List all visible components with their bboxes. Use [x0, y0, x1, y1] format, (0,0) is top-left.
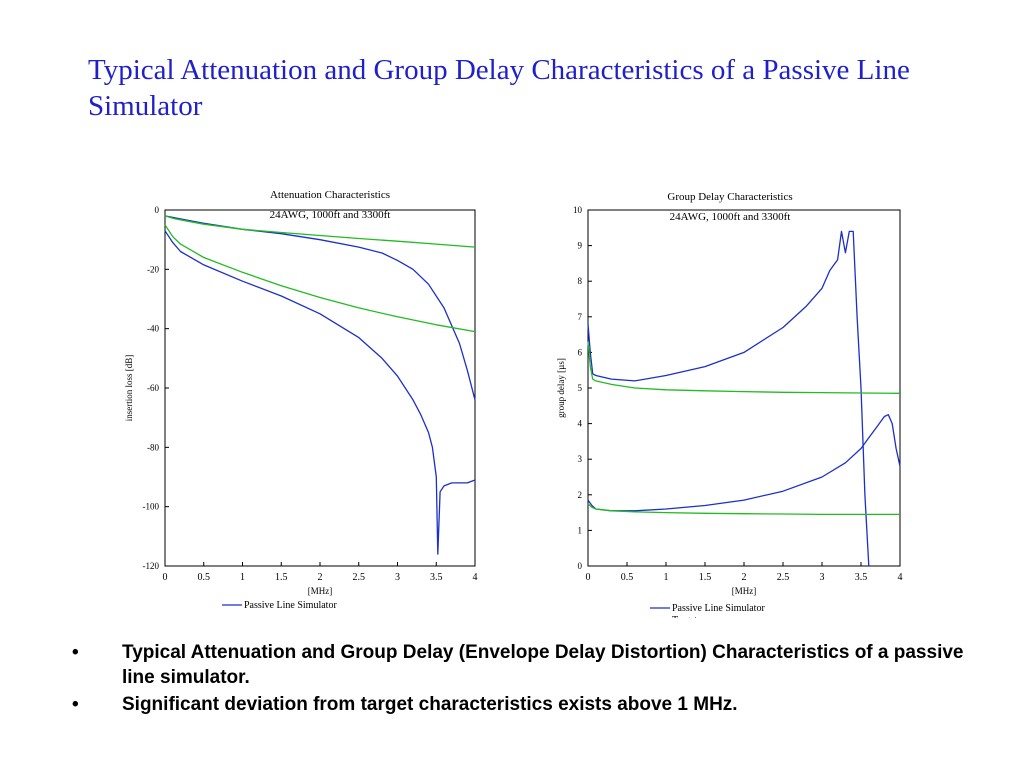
legend-label: Passive Line Simulator — [672, 603, 765, 614]
x-tick-label: 0.5 — [198, 572, 211, 583]
y-tick-label: 5 — [578, 383, 583, 393]
attenuation-chart: 0 0.5 1 1.5 2 2.5 3 3.5 4 0 -20 -40 -60 -80 -100 -120 At… — [124, 189, 478, 623]
y-tick-label: 3 — [578, 454, 583, 464]
x-tick-label: 0 — [163, 572, 168, 583]
y-tick-label: 9 — [578, 241, 583, 251]
x-tick-label: 2 — [318, 572, 323, 583]
x-tick-label: 3 — [395, 572, 400, 583]
simulator-series-line — [587, 230, 870, 567]
simulator-series-line — [587, 414, 901, 512]
y-tick-label: -20 — [147, 264, 159, 274]
x-axis-label: [MHz] — [732, 586, 757, 596]
y-tick-label: 2 — [578, 490, 583, 500]
chart-subtitle: 24AWG, 1000ft and 3300ft — [670, 211, 791, 223]
bullet-item: • Significant deviation from target char… — [72, 692, 992, 717]
y-tick-label: 0 — [578, 561, 583, 571]
bullet-item: • Typical Attenuation and Group Delay (E… — [72, 640, 992, 690]
y-tick-label: -40 — [147, 324, 159, 334]
x-tick-label: 0.5 — [621, 572, 634, 583]
y-tick-label: -100 — [143, 502, 160, 512]
y-tick-label: 6 — [578, 347, 583, 357]
x-tick-label: 0 — [586, 572, 591, 583]
x-tick-label: 2.5 — [777, 572, 790, 583]
target-series-line — [164, 224, 476, 333]
x-tick-label: 2.5 — [353, 572, 366, 583]
bullet-list: • Typical Attenuation and Group Delay (E… — [72, 640, 992, 719]
plot-frame — [164, 209, 476, 567]
x-tick-label: 4 — [898, 572, 903, 583]
legend-label: Passive Line Simulator — [244, 600, 337, 611]
group-delay-chart-panel: 0 0.5 1 1.5 2 2.5 3 3.5 4 0 1 2 3 4 5 6 7 8 9 10 Group Delay… — [548, 178, 988, 626]
y-tick-label: 1 — [578, 525, 583, 535]
x-tick-label: 1 — [240, 572, 245, 583]
x-tick-label: 1 — [664, 572, 669, 583]
target-series-line — [587, 503, 900, 516]
y-tick-label: -60 — [147, 383, 159, 393]
y-tick-label: 0 — [155, 205, 160, 215]
chart-title: Attenuation Characteristics — [270, 189, 390, 201]
bullet-dot: • — [72, 694, 79, 715]
chart-title: Group Delay Characteristics — [667, 191, 792, 203]
y-tick-label: 4 — [578, 419, 583, 429]
bullet-text: Significant deviation from target charac… — [122, 694, 738, 715]
simulator-series-line — [164, 230, 476, 555]
y-tick-label: 8 — [578, 276, 583, 286]
bullet-dot: • — [72, 642, 79, 663]
simulator-series-line — [164, 215, 476, 401]
x-tick-label: 1.5 — [275, 572, 288, 583]
y-axis-label: group delay [µs] — [556, 358, 566, 418]
target-series-line — [587, 341, 901, 394]
y-tick-label: -120 — [143, 561, 160, 571]
y-tick-label: 7 — [578, 312, 583, 322]
x-tick-label: 2 — [742, 572, 747, 583]
target-series-line — [164, 215, 476, 248]
x-tick-label: 1.5 — [699, 572, 712, 583]
chart-subtitle: 24AWG, 1000ft and 3300ft — [270, 209, 391, 221]
attenuation-chart-panel: 0 0.5 1 1.5 2 2.5 3 3.5 4 0 -20 -40 -60 -80 -100 -120 At… — [44, 182, 494, 623]
x-tick-label: 3.5 — [430, 572, 443, 583]
legend-label: Target — [672, 615, 697, 618]
x-tick-label: 4 — [473, 572, 478, 583]
bullet-text: Typical Attenuation and Group Delay (Env… — [122, 642, 964, 688]
group-delay-chart: 0 0.5 1 1.5 2 2.5 3 3.5 4 0 1 2 3 4 5 6 7 8 9 10 Group Delay… — [556, 191, 903, 626]
y-axis-label: insertion loss [dB] — [124, 355, 134, 422]
y-tick-label: -80 — [147, 442, 159, 452]
x-tick-label: 3.5 — [855, 572, 868, 583]
x-axis-label: [MHz] — [308, 586, 333, 596]
y-tick-label: 10 — [573, 205, 583, 215]
slide-title: Typical Attenuation and Group Delay Char… — [88, 54, 910, 122]
x-tick-label: 3 — [820, 572, 825, 583]
